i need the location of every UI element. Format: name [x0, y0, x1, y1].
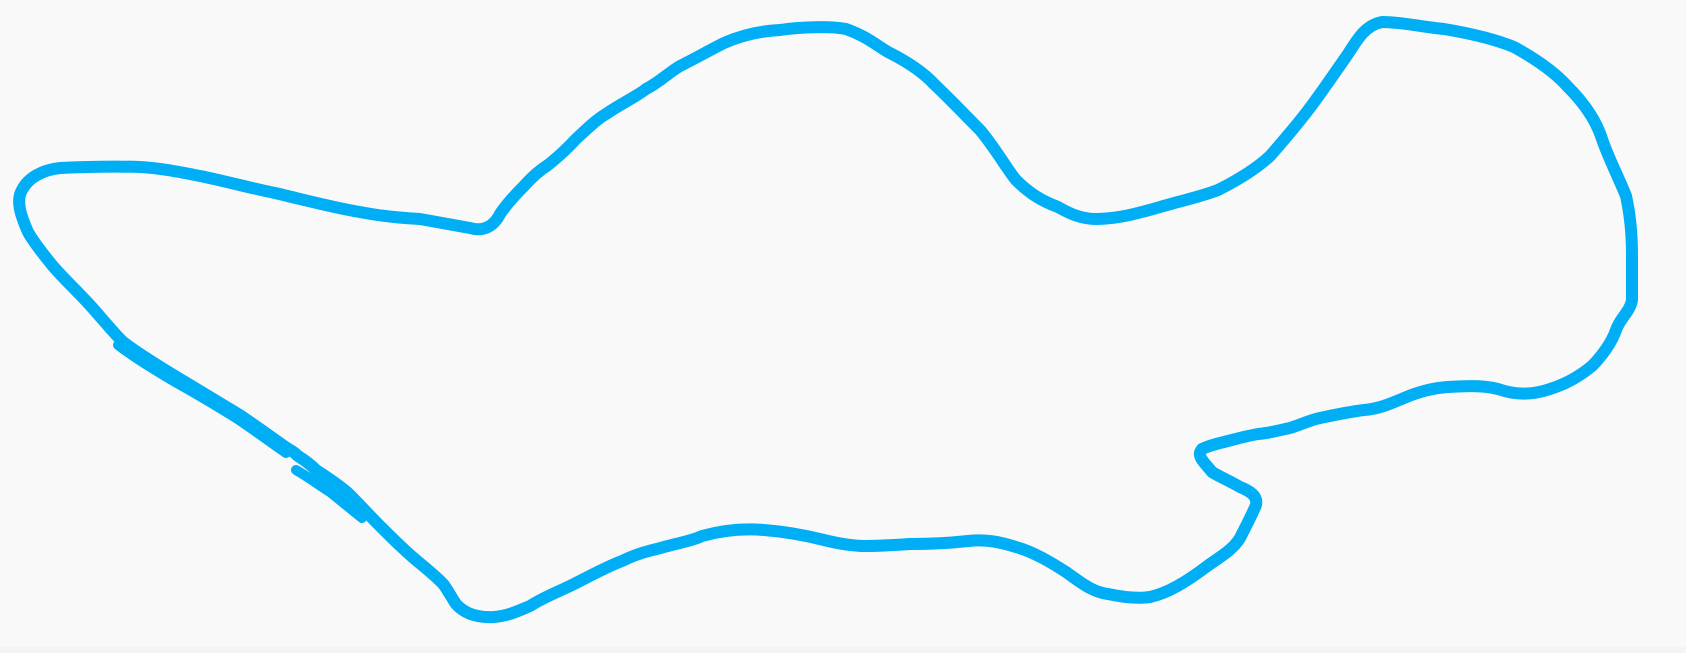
map-bottom-edge	[0, 647, 1686, 653]
route-track	[13, 16, 1638, 624]
route-track-overlap-2	[121, 338, 295, 454]
route-track-overlap-3	[291, 465, 367, 523]
route-track-overlap-1	[113, 340, 291, 458]
